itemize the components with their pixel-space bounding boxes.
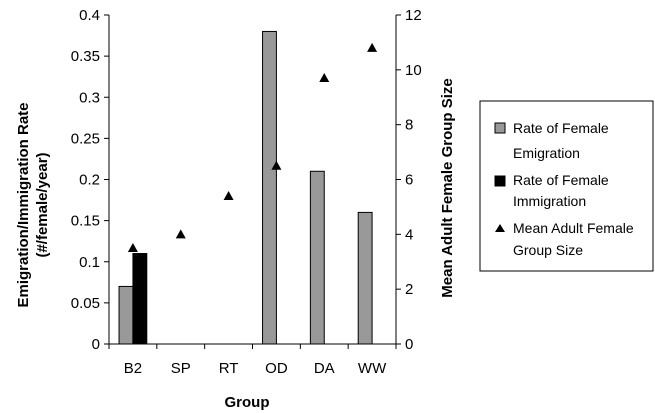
left-tick-label: 0.15 bbox=[71, 213, 100, 230]
group-size-marker bbox=[271, 160, 282, 170]
x-tick-label: B2 bbox=[124, 360, 142, 377]
ticks: 0 0.05 0.1 0.15 0.2 0.25 0.3 0.35 0.4 0 2 4 6 8 10 12 B2… bbox=[71, 7, 422, 377]
legend-marker-group-size bbox=[495, 224, 505, 232]
left-tick-label: 0.05 bbox=[71, 295, 100, 312]
right-tick-label: 0 bbox=[405, 336, 413, 353]
left-axis-title-line-2: (#/female/year) bbox=[34, 152, 51, 257]
legend-label-group-size-line-1: Mean Adult Female bbox=[513, 220, 634, 236]
left-axis-title: Emigration/Immigration Rate (#/female/ye… bbox=[15, 102, 51, 307]
right-axis-title: Mean Adult Female Group Size bbox=[439, 78, 456, 297]
left-tick-label: 0.4 bbox=[79, 7, 100, 24]
left-tick-label: 0.3 bbox=[79, 89, 100, 106]
right-tick-label: 6 bbox=[405, 172, 413, 189]
bars bbox=[118, 30, 373, 345]
right-tick-label: 10 bbox=[405, 62, 422, 79]
legend-label-immigration-line-2: Immigration bbox=[513, 193, 586, 209]
legend-swatch-immigration bbox=[494, 175, 506, 187]
group-size-marker bbox=[175, 229, 186, 239]
x-tick-label: RT bbox=[219, 360, 239, 377]
right-tick-label: 2 bbox=[405, 281, 413, 298]
markers bbox=[127, 42, 378, 253]
left-tick-label: 0.2 bbox=[79, 172, 100, 189]
bar bbox=[357, 211, 373, 345]
bar bbox=[262, 30, 277, 345]
legend-label-immigration-line-1: Rate of Female bbox=[513, 172, 609, 188]
x-tick-label: SP bbox=[171, 360, 191, 377]
bar bbox=[132, 253, 148, 345]
right-tick-label: 8 bbox=[405, 117, 413, 134]
x-tick-label: DA bbox=[314, 360, 335, 377]
legend-label-group-size-line-2: Group Size bbox=[513, 242, 583, 258]
left-axis-title-line-1: Emigration/Immigration Rate bbox=[15, 102, 32, 307]
right-tick-label: 12 bbox=[405, 7, 422, 24]
left-tick-label: 0.25 bbox=[71, 130, 100, 147]
bar bbox=[118, 285, 134, 345]
left-tick-label: 0.35 bbox=[71, 48, 100, 65]
group-size-marker bbox=[223, 190, 234, 200]
x-tick-label: OD bbox=[265, 360, 288, 377]
x-axis-title: Group bbox=[225, 394, 270, 411]
group-size-marker bbox=[127, 243, 138, 253]
group-size-marker bbox=[319, 73, 330, 83]
bar bbox=[309, 170, 325, 345]
right-tick-label: 4 bbox=[405, 226, 413, 243]
left-tick-label: 0 bbox=[92, 336, 100, 353]
legend: Rate of Female Emigration Rate of Female… bbox=[479, 100, 654, 272]
group-size-marker bbox=[367, 42, 378, 52]
legend-label-emigration-line-2: Emigration bbox=[513, 145, 580, 161]
axes bbox=[108, 15, 397, 345]
x-tick-label: WW bbox=[358, 360, 387, 377]
legend-box bbox=[479, 100, 654, 272]
left-tick-label: 0.1 bbox=[79, 254, 100, 271]
legend-swatch-emigration bbox=[494, 122, 506, 134]
legend-label-emigration-line-1: Rate of Female bbox=[513, 120, 609, 136]
